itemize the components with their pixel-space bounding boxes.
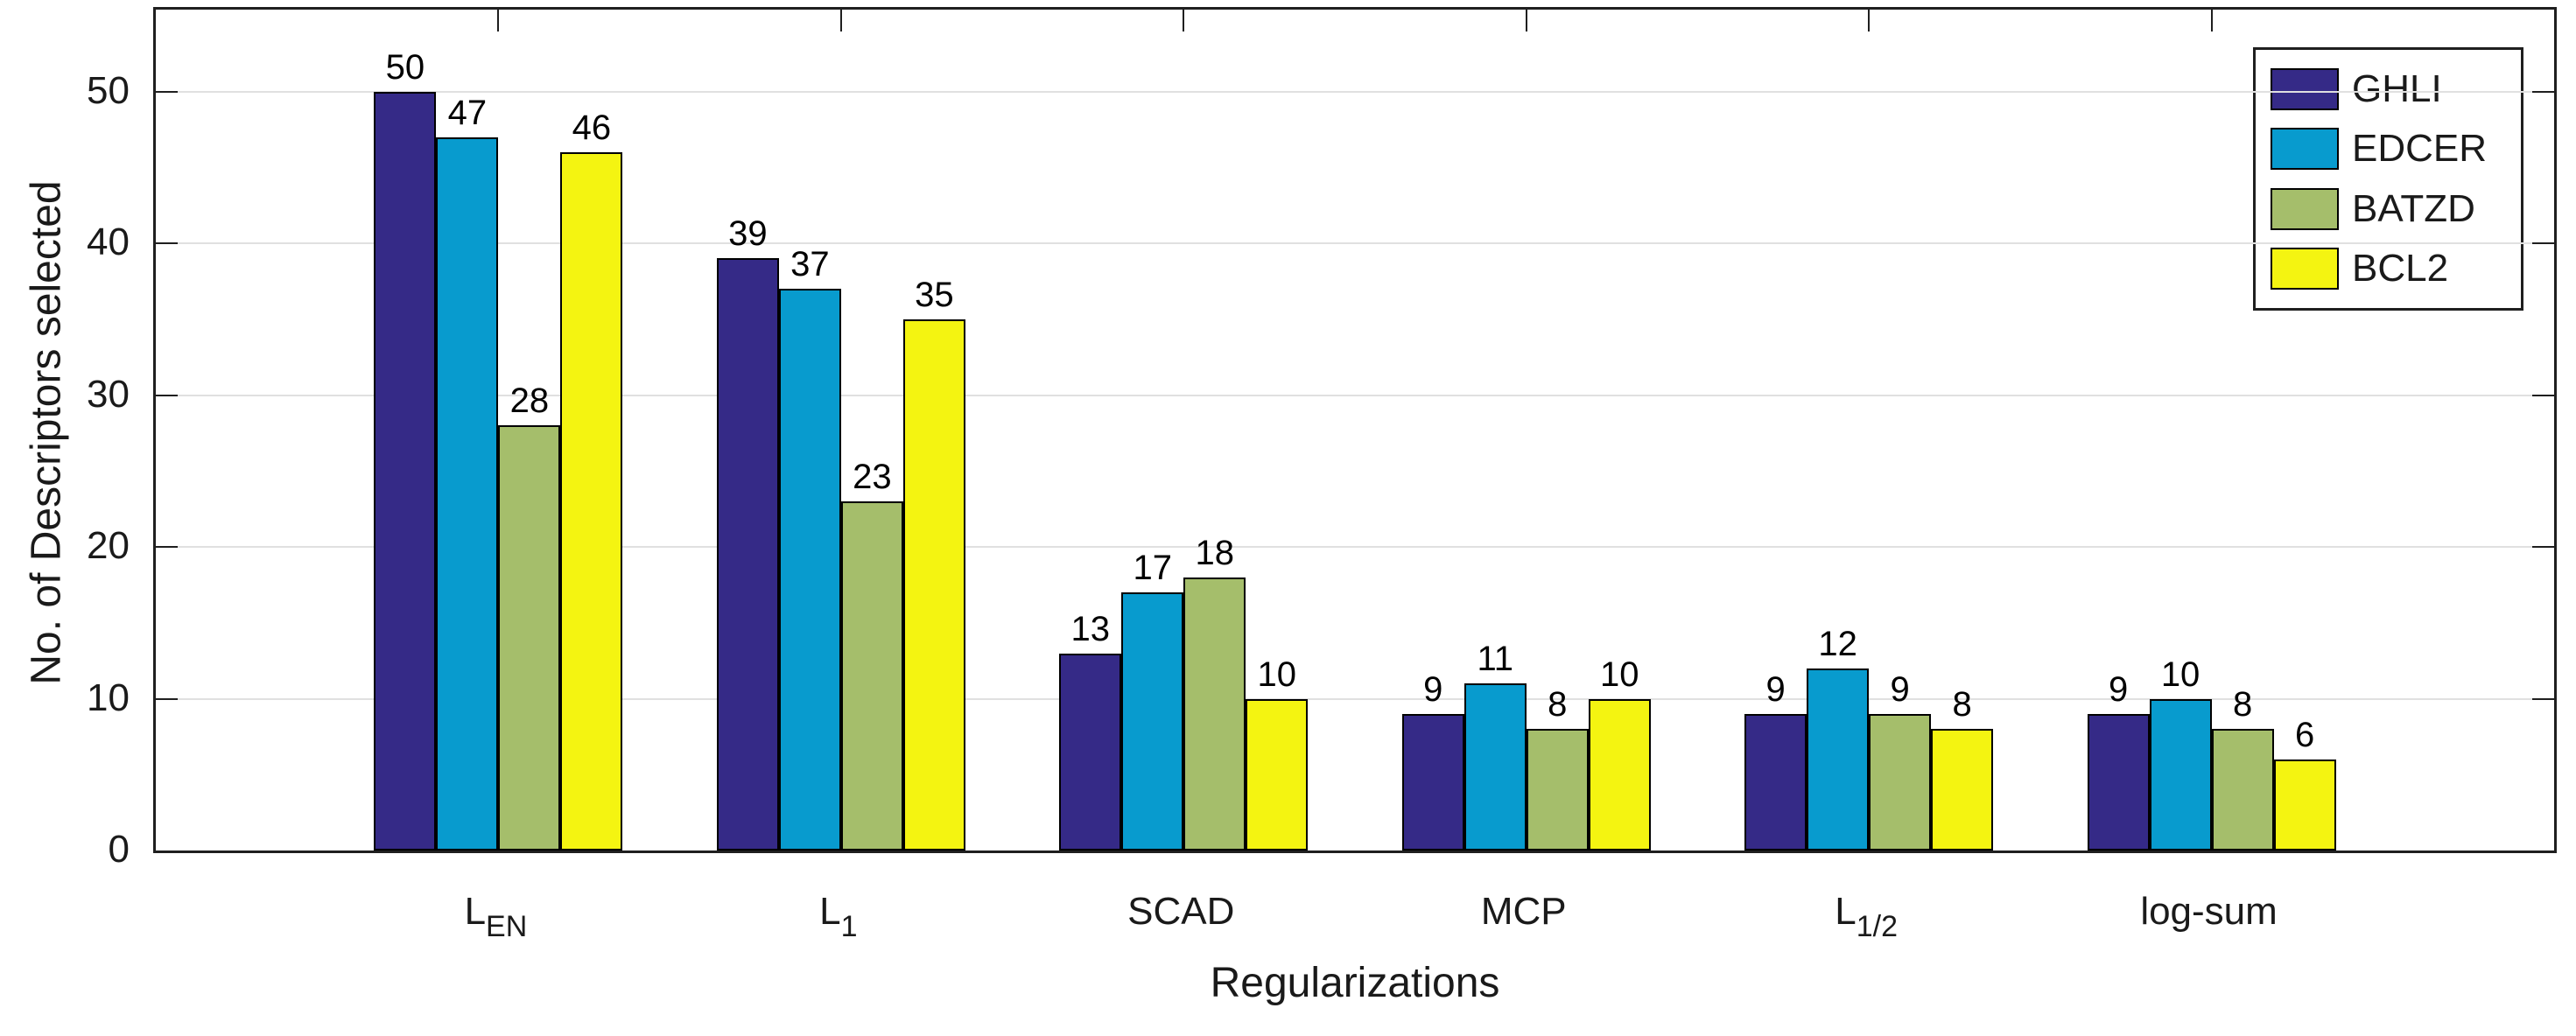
bar-BCL2-log-sum [2273,759,2336,850]
y-tick-mark [156,697,178,700]
legend-label-EDCER: EDCER [2352,127,2488,171]
bar-value-label: 9 [1890,669,1910,709]
bar-EDCER-L1/2 [1807,668,1870,850]
x-tick-label-log-sum: log-sum [2140,890,2278,933]
bar-GHLI-LEN [374,91,437,850]
bar-value-label: 9 [1423,669,1443,709]
bar-value-label: 50 [385,47,425,87]
y-tick-mark [156,394,178,396]
y-tick-mark [2532,546,2554,549]
gridline-y-30 [156,394,2554,396]
y-tick-mark [2532,697,2554,700]
y-tick-mark [2532,90,2554,93]
legend-swatch-BATZD [2271,187,2339,230]
bar-value-label: 11 [1477,640,1513,679]
bar-value-label: 37 [790,245,830,284]
x-tick-mark [839,10,842,32]
legend-swatch-BCL2 [2271,248,2339,290]
gridline-y-40 [156,242,2554,245]
x-tick-label-MCP: MCP [1480,890,1567,933]
bar-EDCER-LEN [436,136,499,850]
x-tick-label-LEN: LEN [464,890,528,943]
bar-BCL2-L1/2 [1931,729,1994,850]
y-tick-mark [156,90,178,93]
x-tick-mark [1525,10,1527,32]
bar-value-label: 17 [1133,549,1173,588]
bar-GHLI-SCAD [1059,653,1122,850]
bar-GHLI-L1/2 [1744,713,1807,850]
x-tick-mark [497,10,500,32]
bar-GHLI-MCP [1401,713,1464,850]
y-tick-label-20: 20 [87,524,130,568]
y-tick-mark [156,242,178,245]
bar-BATZD-SCAD [1183,577,1246,850]
bar-BCL2-L1 [902,318,965,850]
bar-value-label: 10 [1599,654,1639,694]
x-tick-label-L1/2: L1/2 [1835,890,1899,943]
x-tick-mark [2210,10,2213,32]
y-tick-mark [156,546,178,549]
x-tick-mark [1183,10,1185,32]
bar-value-label: 8 [1548,685,1568,724]
legend-swatch-GHLI [2271,67,2339,110]
gridline-y-20 [156,546,2554,549]
bar-BCL2-MCP [1588,698,1651,850]
bar-EDCER-L1 [778,289,841,850]
bar-value-label: 9 [1765,669,1786,709]
bar-BATZD-L1 [840,501,903,850]
bar-value-label: 13 [1070,609,1111,648]
y-tick-label-50: 50 [87,68,130,112]
bar-BATZD-log-sum [2211,729,2274,850]
x-tick-label-SCAD: SCAD [1127,890,1235,933]
gridline-y-50 [156,90,2554,93]
plot-area: GHLI EDCER BATZD BCL2 50 47 28 46 39 37 23 35 13 17 1… [153,7,2557,853]
bar-value-label: 46 [572,108,612,148]
bar-value-label: 23 [853,458,892,497]
legend-item-BATZD: BATZD [2271,186,2521,230]
y-tick-label-40: 40 [87,220,130,264]
bar-BCL2-LEN [560,152,623,850]
bar-BATZD-LEN [498,425,561,850]
bar-value-label: 8 [1952,685,1972,724]
legend-label-GHLI: GHLI [2352,66,2442,110]
y-tick-label-0: 0 [108,828,130,871]
legend-swatch-EDCER [2271,128,2339,171]
bar-BATZD-L1/2 [1869,713,1932,850]
bar-EDCER-SCAD [1121,592,1184,850]
bar-EDCER-log-sum [2149,698,2212,850]
x-tick-label-L1: L1 [819,890,858,943]
gridline-y-10 [156,697,2554,700]
bar-value-label: 10 [1257,654,1297,694]
bar-value-label: 35 [915,275,954,314]
y-tick-label-10: 10 [87,676,130,719]
bar-value-label: 39 [728,214,768,254]
y-tick-mark [2532,242,2554,245]
bar-value-label: 18 [1195,533,1235,572]
legend-item-EDCER: EDCER [2271,127,2521,171]
bar-GHLI-L1 [716,258,779,850]
bar-BCL2-SCAD [1246,698,1309,850]
bar-value-label: 47 [447,93,488,132]
y-tick-mark [2532,394,2554,396]
bar-EDCER-MCP [1463,683,1527,850]
legend-item-BCL2: BCL2 [2271,248,2521,290]
x-tick-mark [1868,10,1871,32]
bar-BATZD-MCP [1526,729,1589,850]
bar-value-label: 12 [1818,624,1857,663]
legend-label-BCL2: BCL2 [2352,247,2449,290]
y-tick-label-30: 30 [87,372,130,416]
bar-value-label: 8 [2232,685,2253,724]
bar-GHLI-log-sum [2087,713,2150,850]
bar-value-label: 10 [2160,654,2200,694]
bar-value-label: 9 [2108,669,2129,709]
bar-value-label: 6 [2294,715,2315,754]
legend: GHLI EDCER BATZD BCL2 [2253,47,2523,311]
legend-item-GHLI: GHLI [2271,66,2521,110]
legend-label-BATZD: BATZD [2352,186,2475,230]
bar-value-label: 28 [509,382,550,421]
x-axis-title: Regularizations [1210,960,1500,1006]
